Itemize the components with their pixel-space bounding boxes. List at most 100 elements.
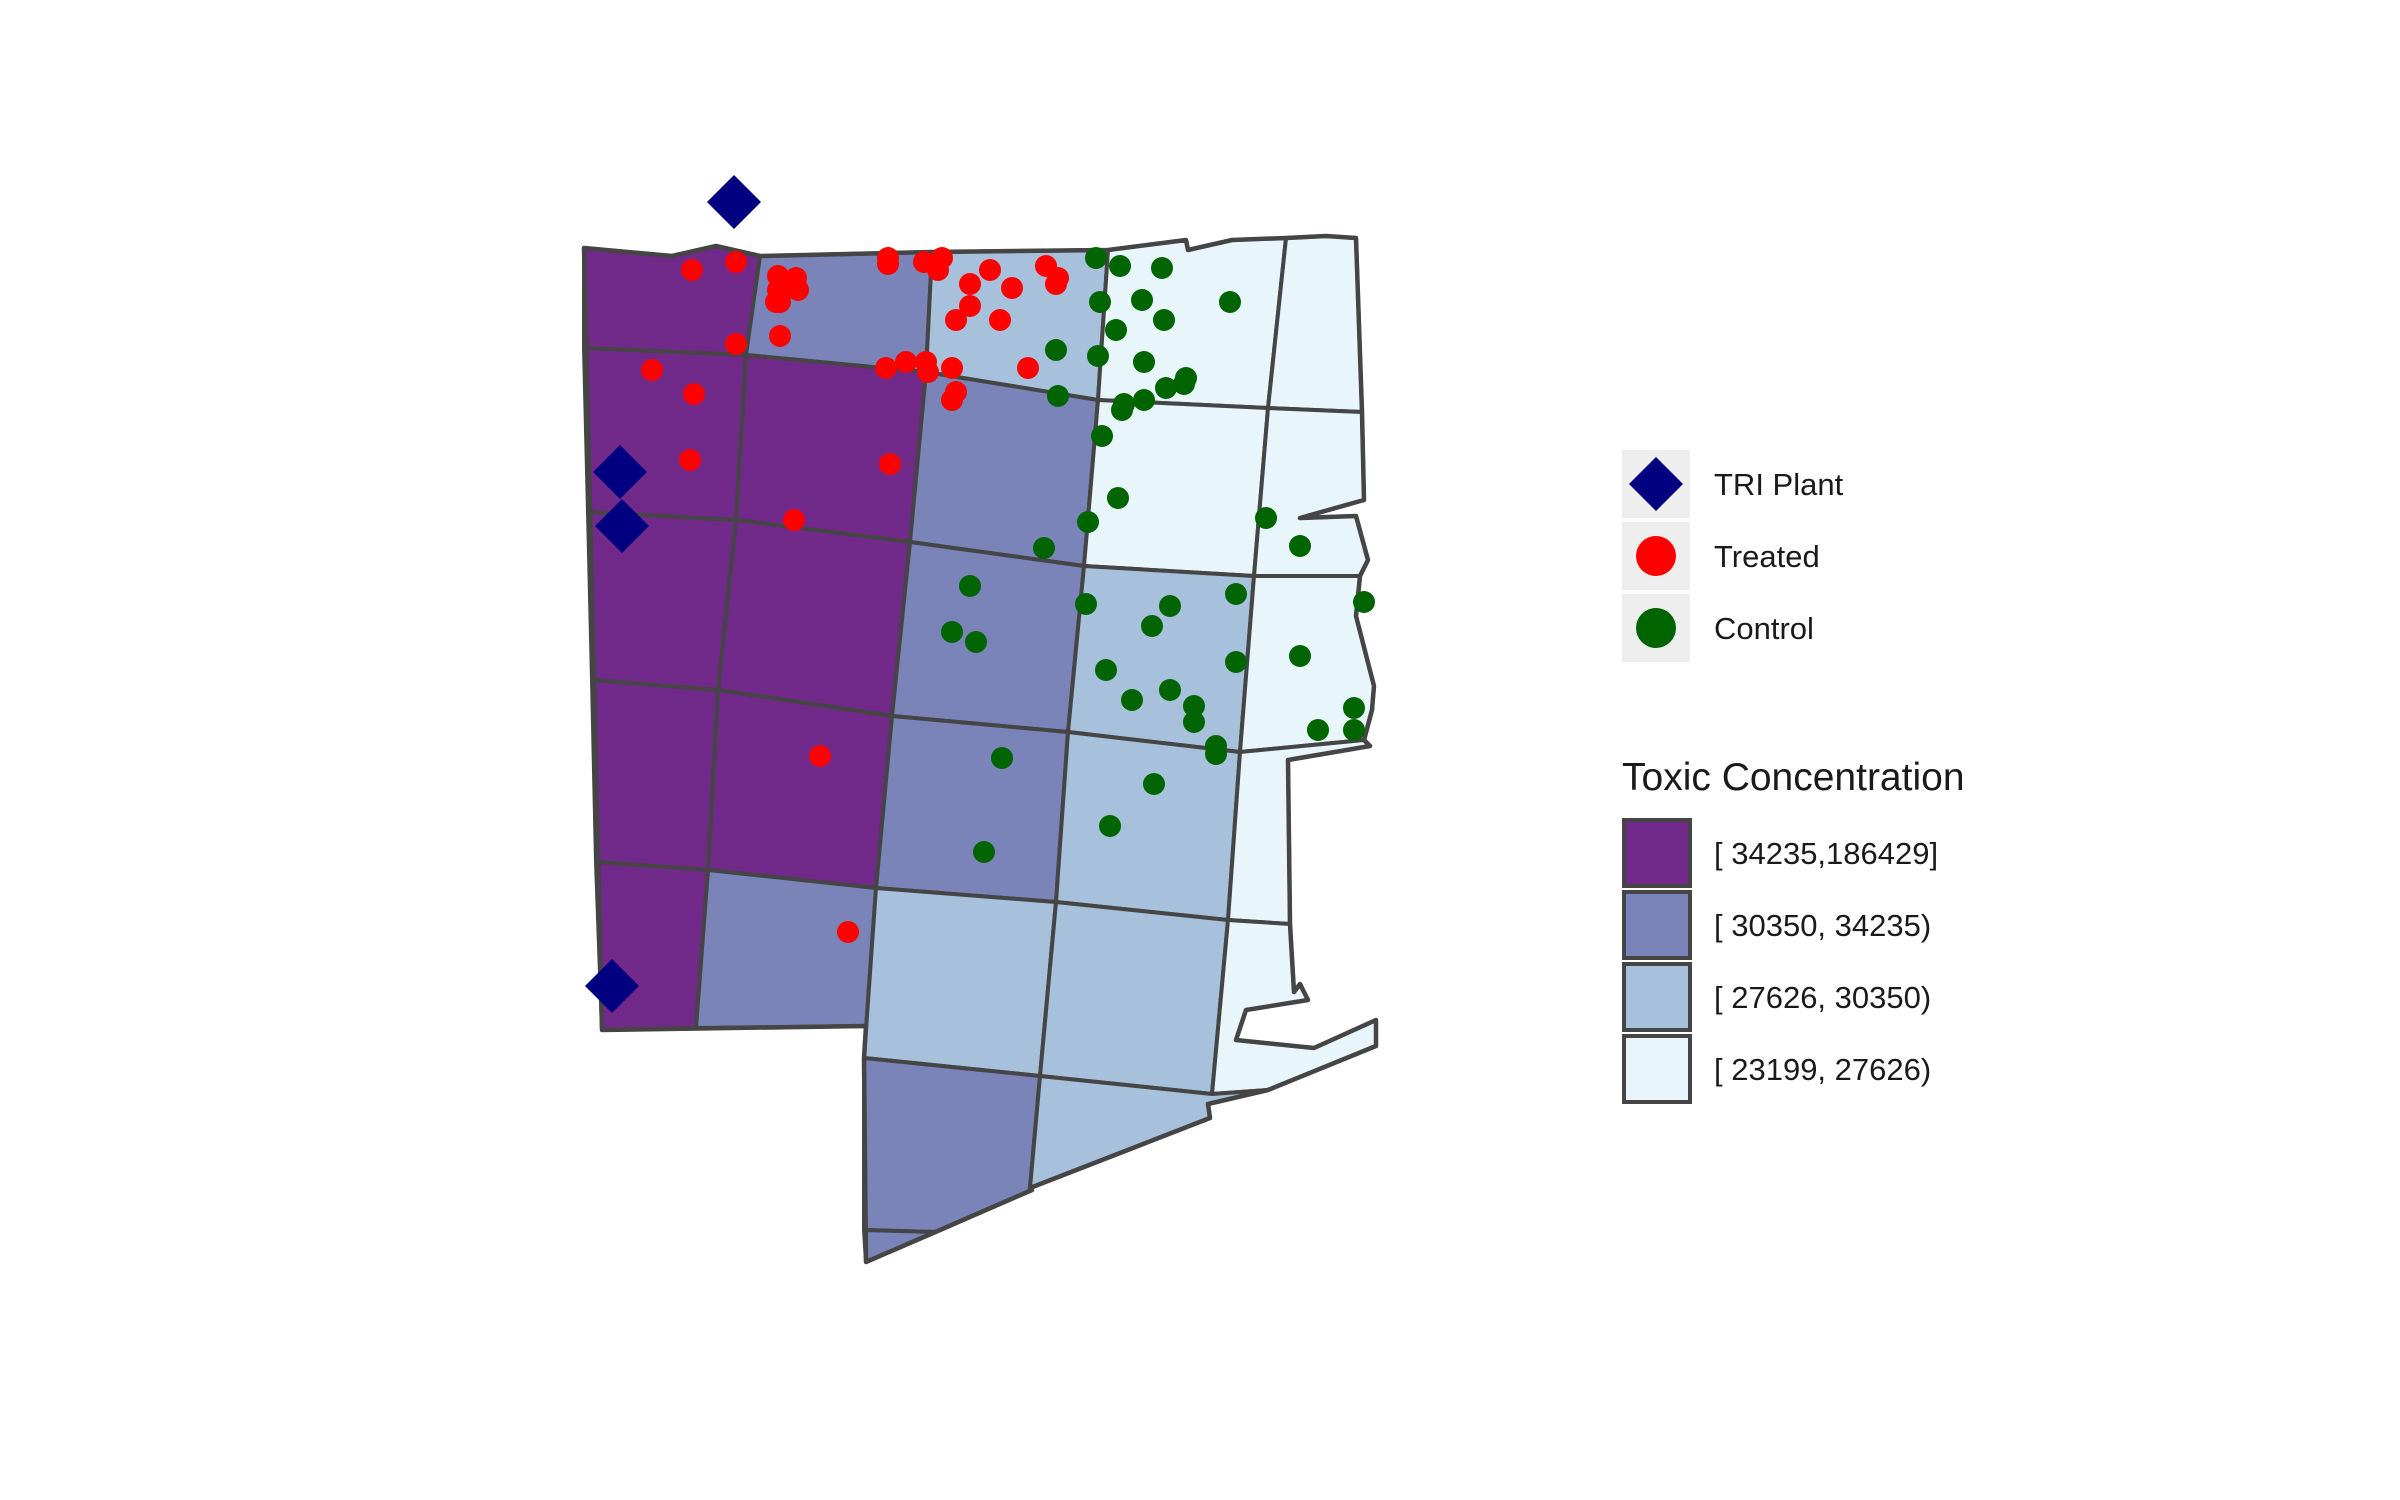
treated-point [725, 251, 747, 273]
control-point [991, 747, 1013, 769]
control-point [1153, 309, 1175, 331]
control-point [1133, 351, 1155, 373]
control-point [1075, 593, 1097, 615]
control-point [1077, 511, 1099, 533]
legend-fill: Toxic Concentration [ 34235,186429] [ 3035… [1622, 756, 1965, 1104]
map-cell [1038, 900, 1230, 1096]
map-cell [716, 518, 912, 718]
control-point [1255, 507, 1277, 529]
control-point [1133, 389, 1155, 411]
treated-point [877, 253, 899, 275]
control-point [1047, 385, 1069, 407]
legend-circle-symbol [1636, 608, 1676, 648]
control-point [1105, 319, 1127, 341]
treated-point [809, 745, 831, 767]
control-point [1109, 255, 1131, 277]
treated-point [769, 325, 791, 347]
map-cell [1266, 234, 1364, 414]
treated-point [725, 333, 747, 355]
treated-point [681, 259, 703, 281]
legend-label: Control [1714, 611, 1814, 646]
control-point [1343, 719, 1365, 741]
treated-point [683, 383, 705, 405]
treated-point [679, 449, 701, 471]
control-point [1095, 659, 1117, 681]
control-point [1151, 257, 1173, 279]
map-cell [908, 370, 1100, 568]
map-cell [890, 540, 1086, 734]
map-layer [581, 233, 1379, 1265]
legend-points: TRI Plant Treated Control [1622, 450, 1844, 662]
map-outline [581, 233, 1379, 1265]
treated-point [959, 295, 981, 317]
map-cell [706, 688, 894, 890]
control-point [1159, 595, 1181, 617]
treated-point [1001, 277, 1023, 299]
control-point [1353, 591, 1375, 613]
tri-plant-point [593, 445, 647, 499]
control-point [1225, 651, 1247, 673]
treated-point [641, 359, 663, 381]
control-point [959, 575, 981, 597]
treated-point [879, 453, 901, 475]
legend-diamond-symbol [1629, 457, 1683, 511]
control-point [1107, 487, 1129, 509]
control-point [1045, 339, 1067, 361]
map-cell [874, 714, 1070, 904]
control-point [1087, 345, 1109, 367]
control-point [1089, 291, 1111, 313]
control-point [1141, 615, 1163, 637]
treated-point [941, 389, 963, 411]
control-point [973, 841, 995, 863]
map-cell [734, 353, 928, 544]
treated-point [787, 279, 809, 301]
control-point [1343, 697, 1365, 719]
control-point [1091, 425, 1113, 447]
legend-label: [ 27626, 30350) [1714, 980, 1931, 1015]
legend-label: [ 34235,186429] [1714, 836, 1938, 871]
control-point [1033, 537, 1055, 559]
legend-label: Treated [1714, 539, 1820, 574]
control-point [1307, 719, 1329, 741]
control-point [1289, 645, 1311, 667]
treated-point [917, 361, 939, 383]
control-point [1205, 743, 1227, 765]
treated-point [959, 273, 981, 295]
treated-point [1045, 273, 1067, 295]
treated-point [1017, 357, 1039, 379]
treated-point [895, 351, 917, 373]
treated-point [945, 309, 967, 331]
control-point [1159, 679, 1181, 701]
map-cell [862, 886, 1058, 1078]
control-point [1155, 377, 1177, 399]
control-point [1225, 583, 1247, 605]
legend-title: Toxic Concentration [1622, 756, 1965, 799]
treated-point [927, 259, 949, 281]
map-cell [582, 346, 748, 522]
control-point [1143, 773, 1165, 795]
legend-circle-symbol [1636, 536, 1676, 576]
control-point [1183, 695, 1205, 717]
treated-point [837, 921, 859, 943]
map-cell [1210, 918, 1378, 1096]
control-point [1219, 291, 1241, 313]
points-layer [585, 175, 1375, 1013]
map-cell [1226, 738, 1372, 926]
control-point [941, 621, 963, 643]
treated-point [875, 357, 897, 379]
map-cell [862, 1056, 1042, 1234]
control-point [1099, 815, 1121, 837]
legend-label: TRI Plant [1714, 467, 1844, 502]
treated-point [979, 259, 1001, 281]
control-point [1121, 689, 1143, 711]
legend-swatch [1622, 890, 1692, 960]
treated-point [941, 357, 963, 379]
legend-label: [ 23199, 27626) [1714, 1052, 1931, 1087]
treated-point [989, 309, 1011, 331]
map-cell [1252, 406, 1370, 578]
control-point [1131, 289, 1153, 311]
map-cell [1028, 1074, 1270, 1190]
control-point [1289, 535, 1311, 557]
legend-label: [ 30350, 34235) [1714, 908, 1931, 943]
